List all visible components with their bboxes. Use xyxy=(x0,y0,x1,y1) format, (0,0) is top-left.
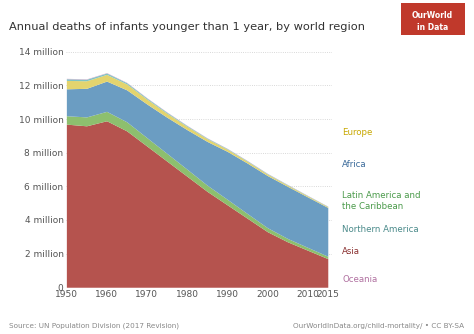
Text: Source: UN Population Division (2017 Revision): Source: UN Population Division (2017 Rev… xyxy=(9,323,180,329)
Text: Northern America: Northern America xyxy=(342,225,419,234)
Text: in Data: in Data xyxy=(417,23,448,32)
Text: Asia: Asia xyxy=(342,247,360,257)
Text: Europe: Europe xyxy=(342,128,373,137)
Text: Latin America and
the Caribbean: Latin America and the Caribbean xyxy=(342,191,421,211)
Text: OurWorldInData.org/child-mortality/ • CC BY-SA: OurWorldInData.org/child-mortality/ • CC… xyxy=(293,323,465,329)
Text: OurWorld: OurWorld xyxy=(412,11,453,20)
Text: Oceania: Oceania xyxy=(342,276,378,285)
Text: Africa: Africa xyxy=(342,160,367,169)
Text: Annual deaths of infants younger than 1 year, by world region: Annual deaths of infants younger than 1 … xyxy=(9,22,365,32)
